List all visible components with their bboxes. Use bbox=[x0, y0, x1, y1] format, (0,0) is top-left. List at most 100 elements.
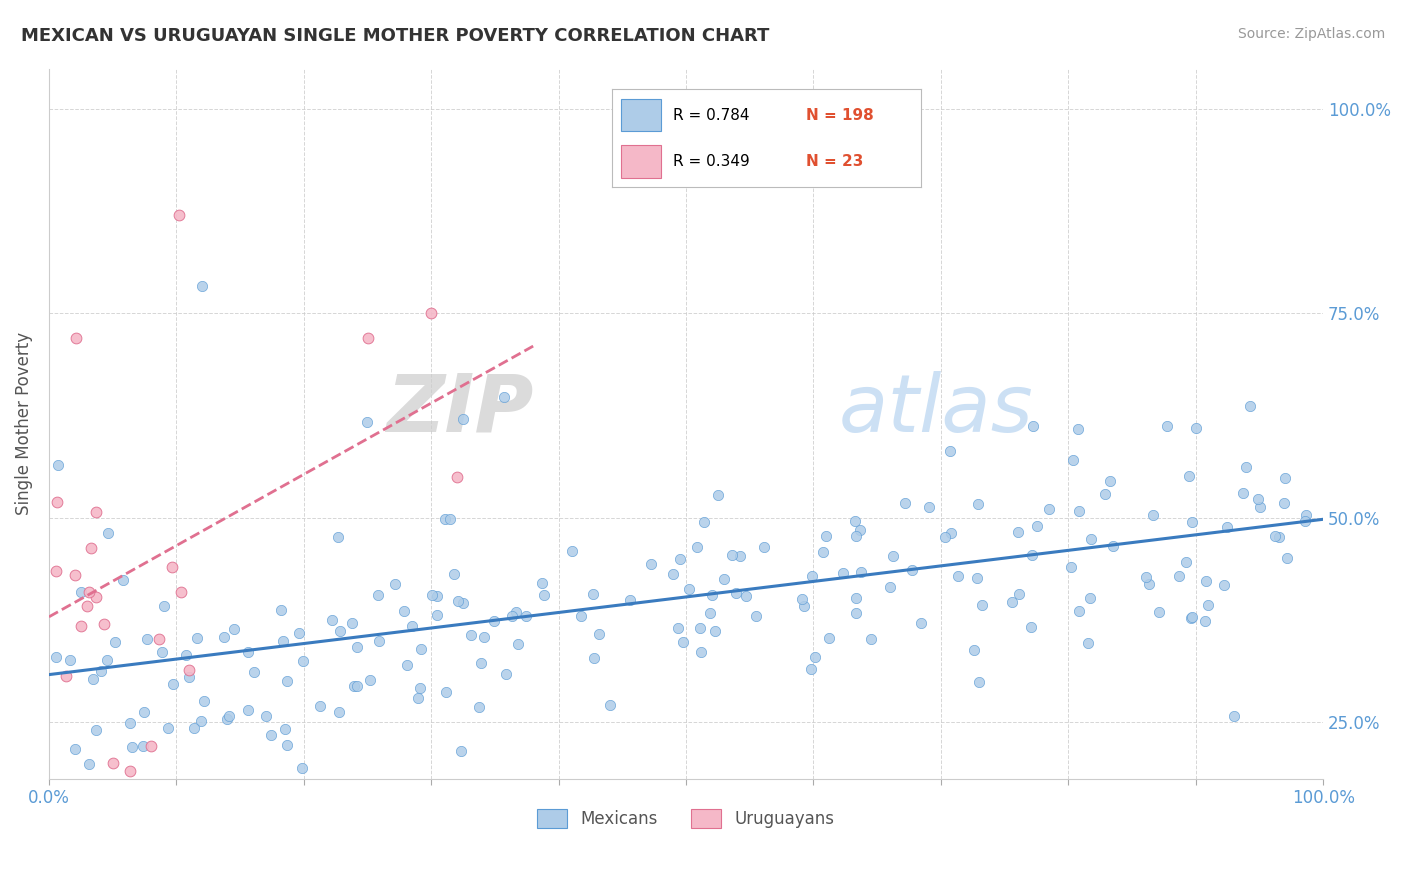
Point bbox=[443, 566, 465, 581]
Text: Source: ZipAtlas.com: Source: ZipAtlas.com bbox=[1237, 27, 1385, 41]
Point bbox=[65, 331, 87, 345]
Point bbox=[367, 633, 389, 648]
Point bbox=[1094, 487, 1116, 501]
Point bbox=[292, 654, 315, 668]
Y-axis label: Single Mother Poverty: Single Mother Poverty bbox=[15, 332, 32, 516]
Point bbox=[1142, 508, 1164, 522]
Point bbox=[619, 592, 641, 607]
Point bbox=[183, 721, 205, 735]
Point bbox=[804, 650, 827, 665]
Point bbox=[101, 756, 124, 770]
Point bbox=[118, 764, 141, 778]
Point bbox=[941, 525, 963, 540]
Point bbox=[1249, 500, 1271, 514]
Point bbox=[1156, 419, 1178, 434]
Point bbox=[367, 588, 389, 602]
Point bbox=[346, 640, 368, 654]
Point bbox=[90, 665, 112, 679]
Point bbox=[882, 549, 904, 564]
Point bbox=[1194, 614, 1216, 628]
Point bbox=[162, 559, 184, 574]
Point bbox=[446, 470, 468, 484]
Point bbox=[260, 728, 283, 742]
Point bbox=[966, 571, 988, 585]
Point bbox=[666, 621, 689, 635]
Point bbox=[938, 444, 960, 458]
Point bbox=[411, 642, 433, 657]
Point bbox=[1232, 486, 1254, 500]
Point bbox=[966, 497, 988, 511]
Point bbox=[356, 415, 378, 429]
Point bbox=[84, 591, 107, 605]
Point bbox=[1178, 469, 1201, 483]
Point bbox=[472, 630, 495, 644]
Point bbox=[291, 761, 314, 775]
Point bbox=[93, 617, 115, 632]
Point bbox=[533, 588, 555, 602]
Point bbox=[276, 739, 298, 753]
Point bbox=[453, 596, 475, 610]
Point bbox=[1149, 605, 1171, 619]
Point bbox=[243, 665, 266, 679]
Point bbox=[569, 608, 592, 623]
Point bbox=[84, 505, 107, 519]
Point bbox=[1021, 548, 1043, 562]
Point bbox=[1212, 578, 1234, 592]
Point bbox=[1247, 492, 1270, 507]
Point bbox=[186, 631, 208, 645]
Point bbox=[46, 494, 69, 508]
Point bbox=[970, 598, 993, 612]
Point bbox=[1175, 555, 1198, 569]
Point bbox=[167, 209, 190, 223]
Point bbox=[103, 634, 125, 648]
Point bbox=[215, 712, 238, 726]
Point bbox=[121, 739, 143, 754]
Point bbox=[460, 628, 482, 642]
Point bbox=[1135, 570, 1157, 584]
Point bbox=[946, 568, 969, 582]
Point bbox=[271, 633, 294, 648]
Point bbox=[1234, 459, 1257, 474]
Text: atlas: atlas bbox=[839, 370, 1033, 449]
Point bbox=[1080, 532, 1102, 546]
Point bbox=[276, 674, 298, 689]
Point bbox=[132, 739, 155, 753]
Point bbox=[599, 698, 621, 712]
Point bbox=[661, 567, 683, 582]
Point bbox=[46, 458, 69, 472]
Point bbox=[59, 653, 82, 667]
Point bbox=[343, 679, 366, 693]
Point bbox=[401, 618, 423, 632]
Point bbox=[918, 500, 941, 514]
Point bbox=[148, 632, 170, 646]
Point bbox=[406, 691, 429, 706]
Text: ZIP: ZIP bbox=[385, 370, 533, 449]
Point bbox=[190, 279, 212, 293]
Point bbox=[492, 390, 515, 404]
Point bbox=[97, 526, 120, 541]
Point bbox=[212, 630, 235, 644]
Point bbox=[136, 632, 159, 647]
Point bbox=[506, 637, 529, 651]
Point bbox=[1021, 620, 1043, 634]
Point bbox=[689, 621, 711, 635]
Point bbox=[1264, 529, 1286, 543]
Point bbox=[800, 662, 823, 676]
Point bbox=[1001, 595, 1024, 609]
Point bbox=[967, 675, 990, 690]
Point bbox=[1268, 530, 1291, 544]
Point bbox=[1008, 587, 1031, 601]
Point bbox=[725, 586, 748, 600]
Point bbox=[162, 677, 184, 691]
Point bbox=[179, 670, 201, 684]
Text: R = 0.784: R = 0.784 bbox=[673, 108, 749, 123]
Point bbox=[55, 669, 77, 683]
Point bbox=[934, 530, 956, 544]
Point bbox=[1195, 574, 1218, 589]
Point bbox=[1062, 452, 1084, 467]
Point bbox=[1077, 636, 1099, 650]
Point bbox=[1025, 519, 1047, 533]
Point bbox=[79, 584, 101, 599]
Point bbox=[1197, 598, 1219, 612]
Point bbox=[730, 549, 752, 564]
